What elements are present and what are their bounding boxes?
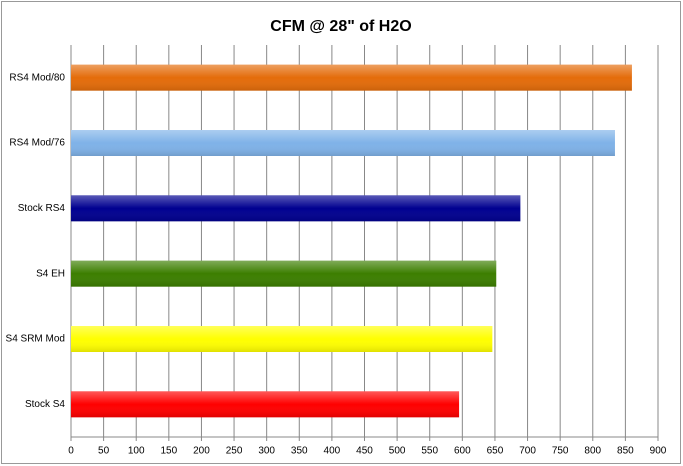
y-tick-label: S4 EH (36, 268, 65, 279)
x-tick-label: 450 (356, 446, 373, 457)
y-tick-label: Stock S4 (25, 399, 65, 410)
x-tick-label: 200 (193, 446, 210, 457)
x-tick-label: 250 (226, 446, 243, 457)
x-tick-label: 750 (552, 446, 569, 457)
x-tick-label: 400 (324, 446, 341, 457)
y-tick-label: Stock RS4 (18, 203, 66, 214)
bar-shade (71, 130, 615, 156)
x-tick-label: 0 (68, 446, 74, 457)
x-tick-label: 300 (258, 446, 275, 457)
x-tick-label: 100 (128, 446, 145, 457)
y-tick-label: RS4 Mod/76 (9, 138, 65, 149)
x-tick-label: 350 (291, 446, 308, 457)
x-tick-label: 800 (584, 446, 601, 457)
x-tick-label: 650 (487, 446, 504, 457)
x-tick-label: 50 (98, 446, 110, 457)
x-tick-label: 700 (519, 446, 536, 457)
y-tick-label: S4 SRM Mod (6, 334, 65, 345)
x-tick-label: 850 (617, 446, 634, 457)
bar-shade (71, 260, 497, 287)
x-tick-label: 500 (389, 446, 406, 457)
bar-shade (71, 64, 632, 91)
x-tick-label: 900 (650, 446, 667, 457)
bar-shade (71, 391, 460, 418)
chart-title: CFM @ 28" of H2O (270, 18, 411, 35)
x-tick-label: 150 (160, 446, 177, 457)
bar-shade (71, 326, 493, 352)
x-tick-label: 600 (454, 446, 471, 457)
x-tick-label: 550 (421, 446, 438, 457)
bar-shade (71, 195, 521, 222)
y-tick-label: RS4 Mod/80 (9, 72, 65, 83)
